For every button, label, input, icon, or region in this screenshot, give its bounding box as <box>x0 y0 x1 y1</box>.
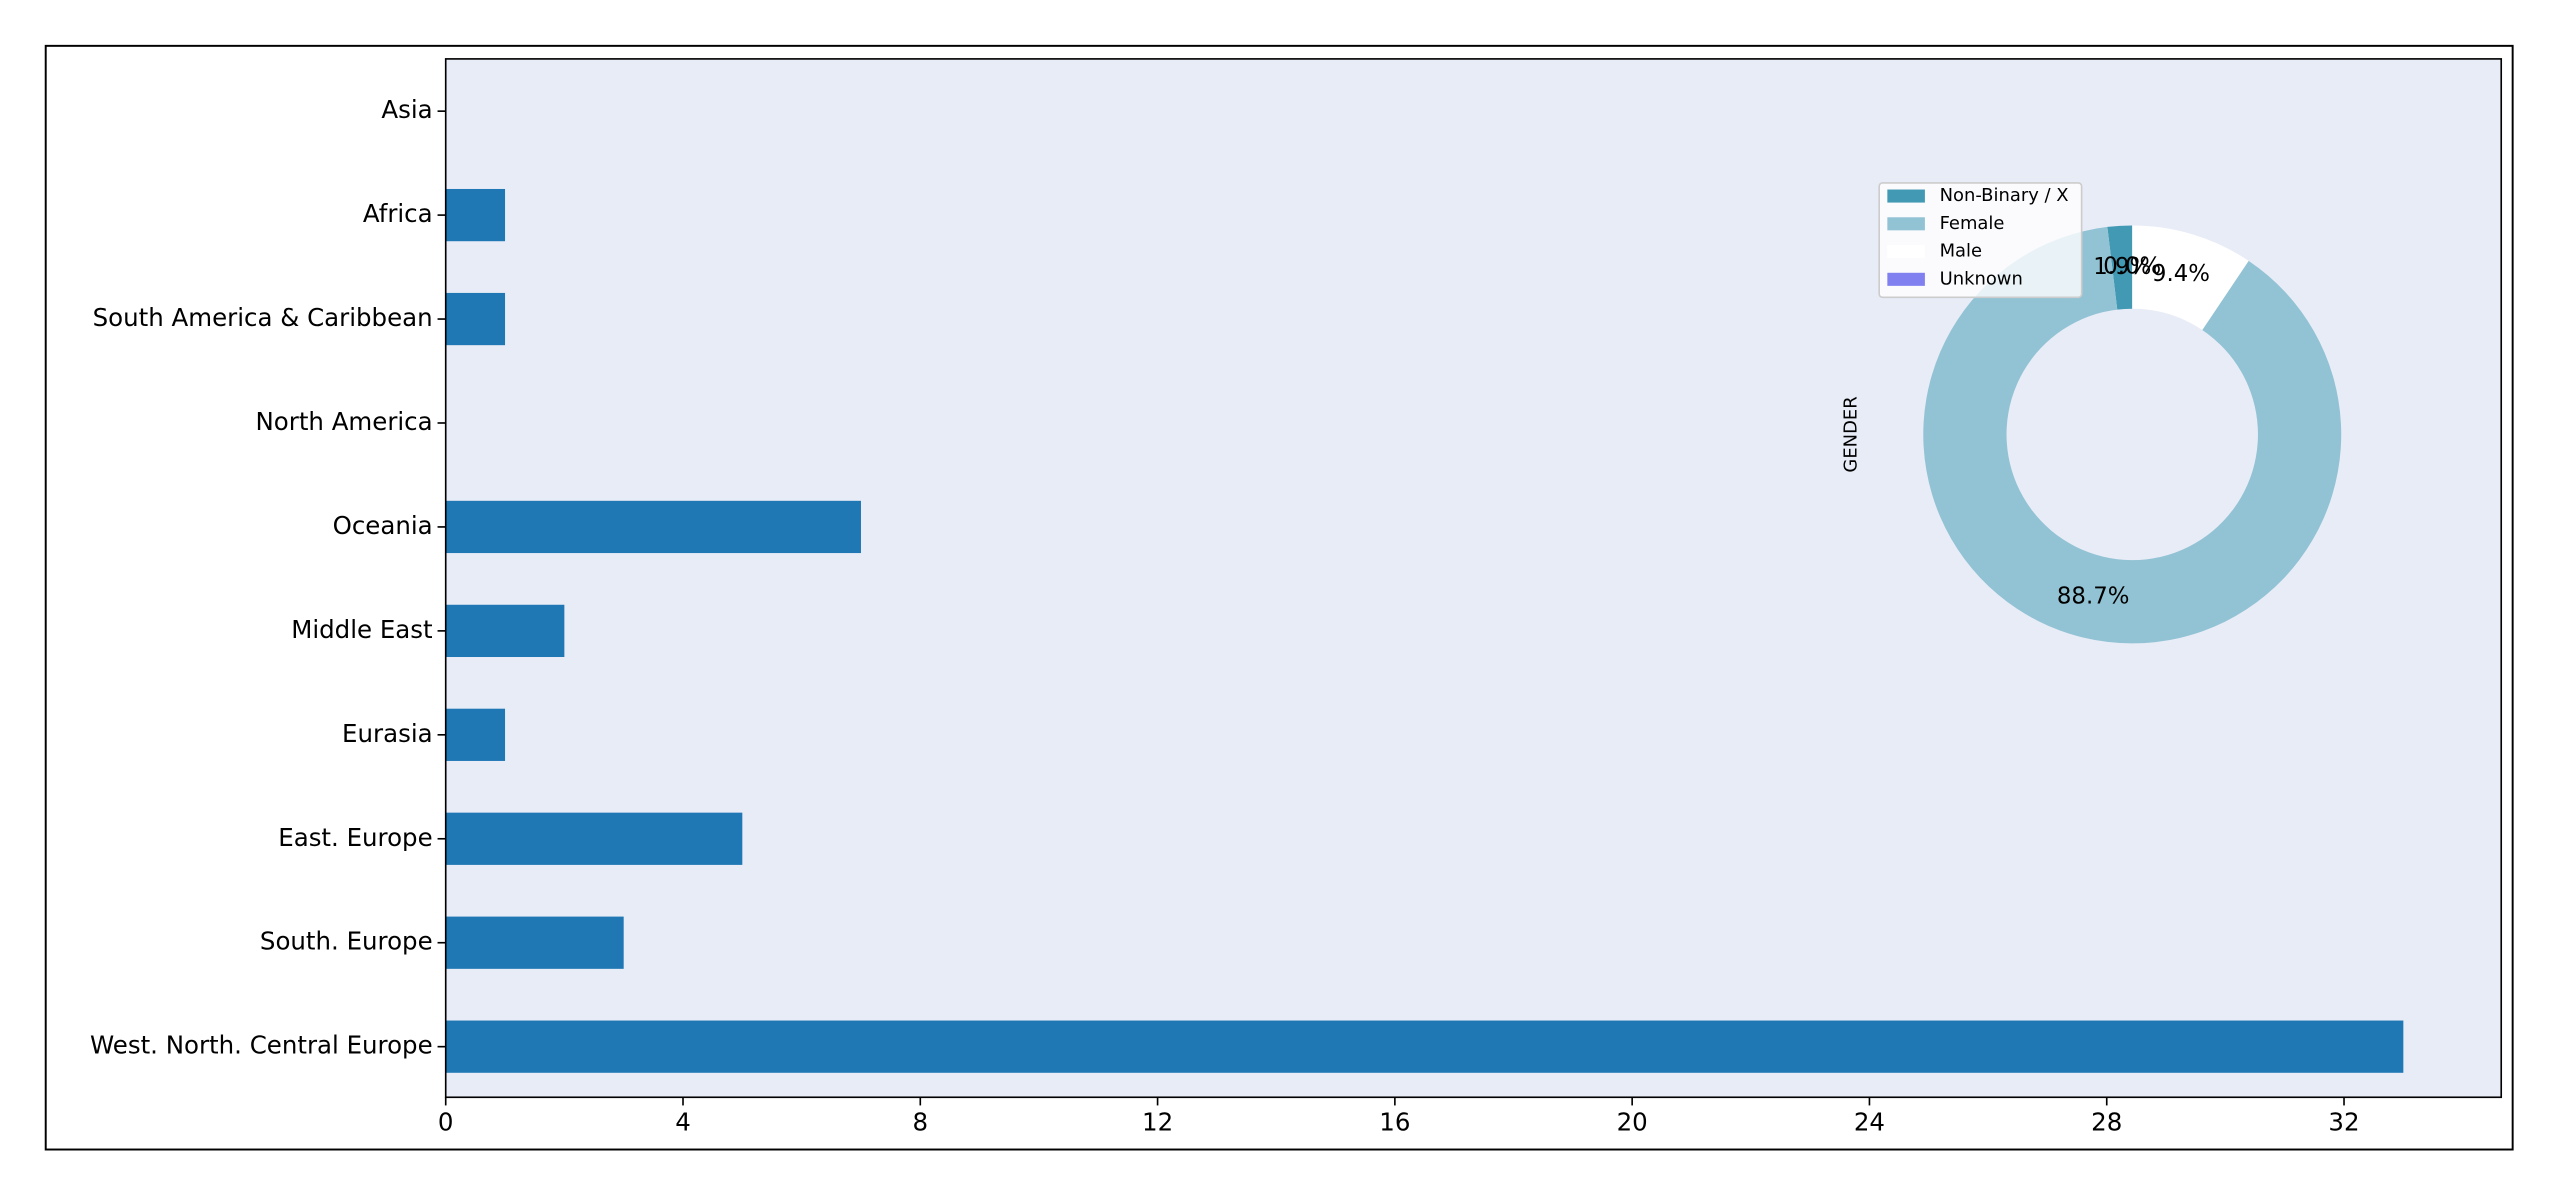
y-tick-label: Middle East <box>291 615 433 644</box>
legend-swatch <box>1887 217 1925 231</box>
bar <box>445 708 506 761</box>
y-tick-label: Asia <box>381 95 432 124</box>
y-tick-label: Africa <box>363 199 433 228</box>
x-tick-label: 16 <box>1379 1107 1410 1136</box>
bar <box>445 500 861 554</box>
x-tick-label: 4 <box>675 1107 691 1136</box>
y-tick-label: West. North. Central Europe <box>90 1031 433 1060</box>
legend-label: Male <box>1940 241 1983 262</box>
bar <box>445 604 565 658</box>
y-tick-label: South. Europe <box>260 927 433 956</box>
pie-slice <box>1923 226 2342 644</box>
y-tick-label: South America & Caribbean <box>93 303 433 332</box>
legend-box <box>1878 182 2083 299</box>
pie-label: 9.4% <box>2152 261 2210 287</box>
bar <box>445 292 506 346</box>
legend-label: Non-Binary / X <box>1940 185 2069 206</box>
bar <box>445 1020 2404 1073</box>
bar <box>445 916 624 969</box>
x-tick-label: 12 <box>1142 1107 1173 1136</box>
x-tick-label: 20 <box>1617 1107 1648 1136</box>
pie-label: 1.9% <box>2093 254 2151 280</box>
pie-label: 0.0% <box>2103 254 2161 280</box>
pie-label: 88.7% <box>2057 584 2130 610</box>
bar <box>445 188 506 242</box>
y-tick-label: Oceania <box>333 511 433 540</box>
y-axis-title: GENDER <box>1840 396 1861 472</box>
legend-swatch <box>1887 272 1925 286</box>
x-tick-label: 32 <box>2328 1107 2359 1136</box>
legend-label: Unknown <box>1940 268 2023 289</box>
y-tick-label: East. Europe <box>278 823 432 852</box>
legend-swatch <box>1887 245 1925 259</box>
x-tick-label: 8 <box>913 1107 929 1136</box>
plot-frame <box>444 58 2503 1099</box>
x-tick-label: 0 <box>438 1107 454 1136</box>
bar <box>445 812 743 865</box>
y-tick-label: Eurasia <box>342 719 433 748</box>
figure-frame <box>44 44 2514 1151</box>
legend-label: Female <box>1940 213 2005 234</box>
pie-slice <box>2132 225 2249 331</box>
x-tick-label: 24 <box>1854 1107 1885 1136</box>
x-tick-label: 28 <box>2091 1107 2122 1136</box>
legend-swatch <box>1887 189 1925 203</box>
pie-slice <box>2107 225 2133 310</box>
y-tick-label: North America <box>255 407 432 436</box>
